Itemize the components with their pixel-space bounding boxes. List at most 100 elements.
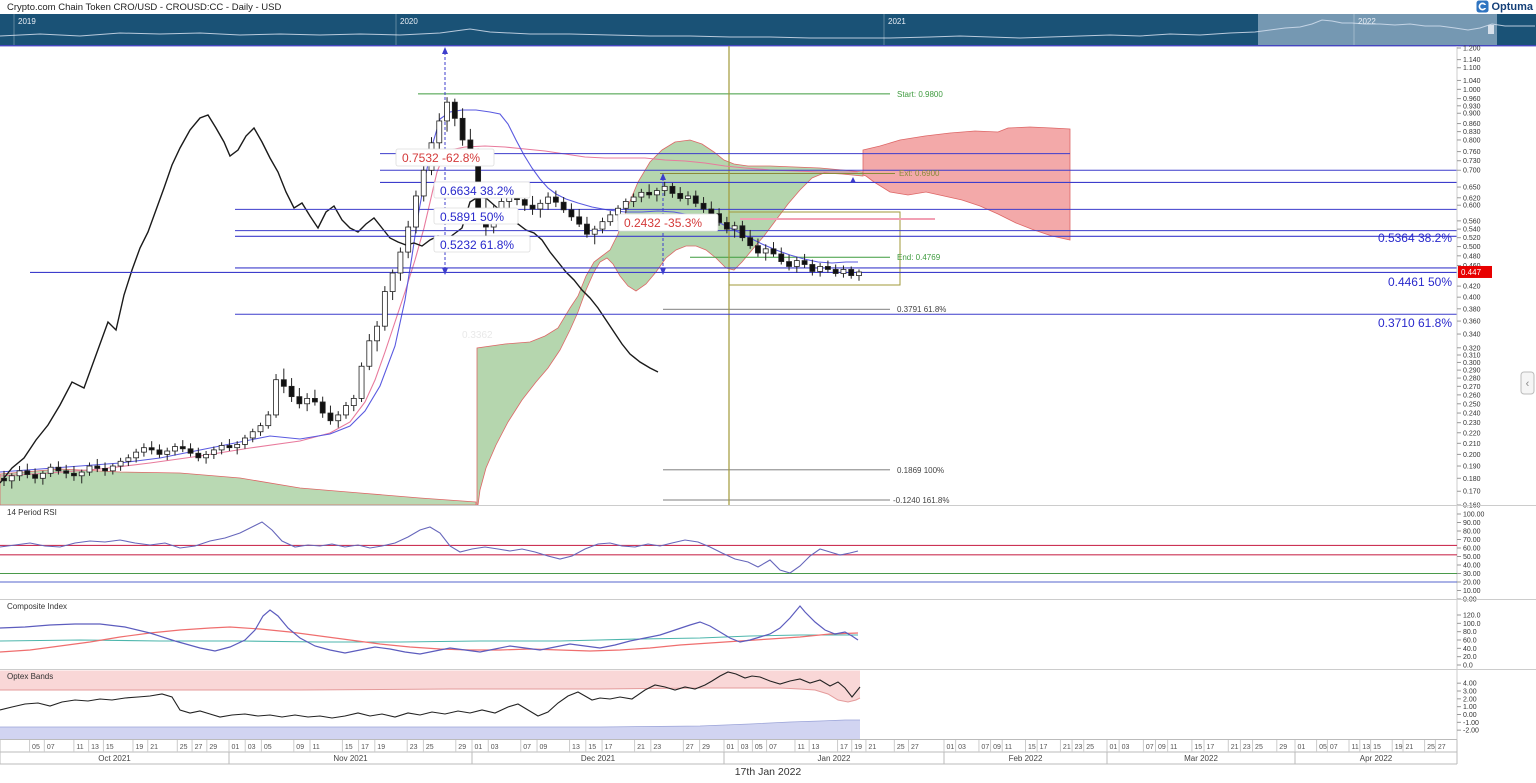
candle (327, 412, 334, 422)
svg-text:Oct 2021: Oct 2021 (98, 754, 131, 763)
candle (164, 450, 171, 455)
svg-text:0.540: 0.540 (1463, 227, 1481, 234)
svg-text:-2.00: -2.00 (1463, 728, 1479, 735)
svg-text:27: 27 (1438, 744, 1446, 751)
candle (817, 266, 824, 272)
candle (755, 245, 761, 254)
candle (529, 204, 536, 210)
candle (521, 199, 528, 206)
svg-text:13: 13 (812, 744, 820, 751)
svg-text:0.520: 0.520 (1463, 235, 1481, 242)
svg-text:0.380: 0.380 (1463, 306, 1481, 313)
svg-text:20.00: 20.00 (1463, 580, 1481, 587)
candle (599, 221, 606, 230)
navigator-selection[interactable] (1258, 14, 1497, 45)
candle (809, 264, 816, 272)
candle (156, 449, 163, 455)
svg-text:Apr 2022: Apr 2022 (1360, 754, 1393, 763)
svg-text:07: 07 (47, 744, 55, 751)
candle (125, 457, 132, 462)
svg-text:0.280: 0.280 (1463, 376, 1481, 383)
svg-text:10.00: 10.00 (1463, 588, 1481, 595)
svg-text:0.210: 0.210 (1463, 441, 1481, 448)
candle (389, 272, 396, 292)
svg-text:17: 17 (1207, 744, 1215, 751)
candle (78, 471, 85, 477)
svg-text:29: 29 (458, 744, 466, 751)
svg-text:07: 07 (769, 744, 777, 751)
candle (397, 251, 404, 274)
svg-text:0.5364 38.2%: 0.5364 38.2% (1378, 231, 1452, 245)
candle (793, 260, 800, 267)
candle (358, 365, 365, 399)
candle (148, 447, 155, 451)
candle (630, 196, 637, 202)
svg-text:0.5891 50%: 0.5891 50% (440, 210, 504, 224)
svg-text:05: 05 (1319, 744, 1327, 751)
svg-text:29: 29 (1279, 744, 1287, 751)
candle (242, 437, 248, 445)
candle (218, 445, 225, 451)
svg-text:15: 15 (106, 744, 114, 751)
svg-text:05: 05 (264, 744, 272, 751)
candle (692, 195, 699, 204)
candle (584, 223, 590, 235)
optex-panel-label: Optex Bands (7, 672, 54, 681)
svg-text:0.310: 0.310 (1463, 352, 1481, 359)
candle (591, 228, 598, 235)
candle (622, 201, 629, 209)
candle (723, 222, 730, 230)
candle (545, 196, 551, 204)
rsi-line (0, 521, 859, 574)
svg-text:29: 29 (702, 744, 710, 751)
svg-text:03: 03 (958, 744, 966, 751)
svg-text:23: 23 (1243, 744, 1251, 751)
svg-text:21: 21 (1406, 744, 1414, 751)
svg-text:17: 17 (361, 744, 369, 751)
svg-text:21: 21 (637, 744, 645, 751)
svg-text:70.00: 70.00 (1463, 537, 1481, 544)
svg-text:0.190: 0.190 (1463, 464, 1481, 471)
candle (1, 477, 7, 482)
candle (141, 447, 147, 453)
svg-text:19: 19 (135, 744, 143, 751)
svg-text:0.4461 50%: 0.4461 50% (1388, 275, 1452, 289)
svg-text:0.260: 0.260 (1463, 392, 1481, 399)
svg-text:0.800: 0.800 (1463, 137, 1481, 144)
navigator-selection-handle[interactable] (1488, 25, 1494, 34)
svg-text:05: 05 (32, 744, 40, 751)
svg-text:20.0: 20.0 (1463, 654, 1477, 661)
fib-labels: 0.7532 -62.8% 0.6634 38.2% 0.5891 50% 0.523… (395, 90, 1452, 505)
svg-text:01: 01 (1298, 744, 1306, 751)
svg-text:27: 27 (686, 744, 694, 751)
svg-text:0.480: 0.480 (1463, 253, 1481, 260)
svg-text:17: 17 (605, 744, 613, 751)
optex-upper-band (0, 670, 860, 702)
svg-text:11: 11 (1170, 744, 1177, 751)
svg-text:-1.00: -1.00 (1463, 720, 1479, 727)
candle (47, 466, 54, 474)
candle (848, 269, 855, 276)
svg-text:0.180: 0.180 (1463, 476, 1481, 483)
candle (8, 475, 15, 482)
svg-text:0.620: 0.620 (1463, 195, 1481, 202)
chart-title: Crypto.com Chain Token CRO/USD - CROUSD:… (7, 2, 282, 13)
candle (607, 214, 614, 223)
svg-text:05: 05 (755, 744, 763, 751)
olive-annotation-box (728, 211, 901, 286)
candle (172, 446, 178, 452)
collapse-panel-button[interactable] (1520, 371, 1535, 395)
candle (560, 201, 567, 211)
svg-text:0.960: 0.960 (1463, 96, 1481, 103)
candle (32, 474, 38, 479)
candle (654, 190, 660, 196)
candle (677, 193, 684, 199)
svg-text:01: 01 (947, 744, 955, 751)
svg-text:21: 21 (1063, 744, 1071, 751)
svg-text:0.200: 0.200 (1463, 452, 1481, 459)
svg-text:19: 19 (377, 744, 385, 751)
svg-text:1.200: 1.200 (1463, 46, 1481, 53)
candle (203, 453, 209, 459)
